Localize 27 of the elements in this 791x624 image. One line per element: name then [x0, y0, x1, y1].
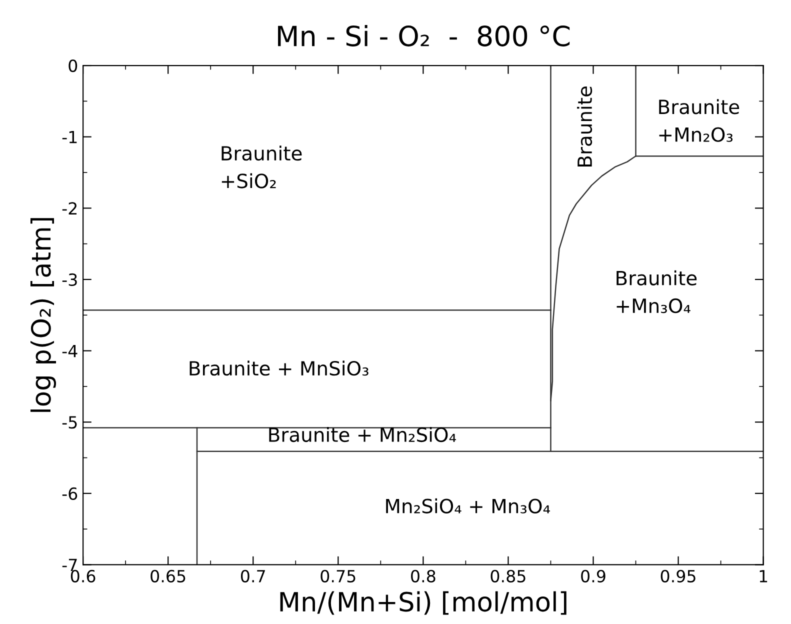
x-tick-label: 0.9: [581, 570, 606, 582]
chart-title: Mn - Si - O₂ - 800 °C: [278, 24, 570, 46]
annotation: Braunite +Mn₃O₄: [616, 270, 697, 314]
x-tick-label: 1: [760, 570, 768, 582]
annotation: Braunite +Mn₂O₃: [659, 99, 740, 142]
y-tick-label: -6: [62, 487, 78, 500]
x-tick-label: 0.95: [660, 570, 696, 582]
x-tick-label: 0.8: [411, 570, 436, 582]
annotation: Braunite: [577, 86, 592, 166]
x-tick-label: 0.65: [150, 570, 186, 582]
x-tick-label: 0.85: [490, 570, 526, 582]
annotation: Mn₂SiO₄ + Mn₃O₄: [386, 498, 550, 514]
y-tick-label: -3: [62, 273, 77, 286]
y-tick-label: -5: [62, 416, 77, 429]
y-tick-label: 0: [68, 59, 78, 72]
x-tick-label: 0.75: [320, 570, 356, 582]
annotation: Braunite +SiO₂: [222, 146, 302, 188]
y-tick-label: -1: [62, 131, 77, 144]
annotation: Braunite + MnSiO₃: [190, 360, 368, 376]
y-axis-title: log p(O₂) [atm]: [30, 218, 56, 412]
x-tick-label: 0.7: [240, 570, 265, 582]
annotation: Braunite + Mn₂SiO₄: [269, 427, 456, 442]
y-tick-label: -4: [62, 344, 78, 358]
x-tick-label: 0.6: [70, 570, 96, 582]
x-axis-title: Mn/(Mn+Si) [mol/mol]: [280, 591, 566, 615]
y-tick-label: -2: [62, 202, 77, 214]
y-tick-label: -7: [62, 558, 77, 572]
